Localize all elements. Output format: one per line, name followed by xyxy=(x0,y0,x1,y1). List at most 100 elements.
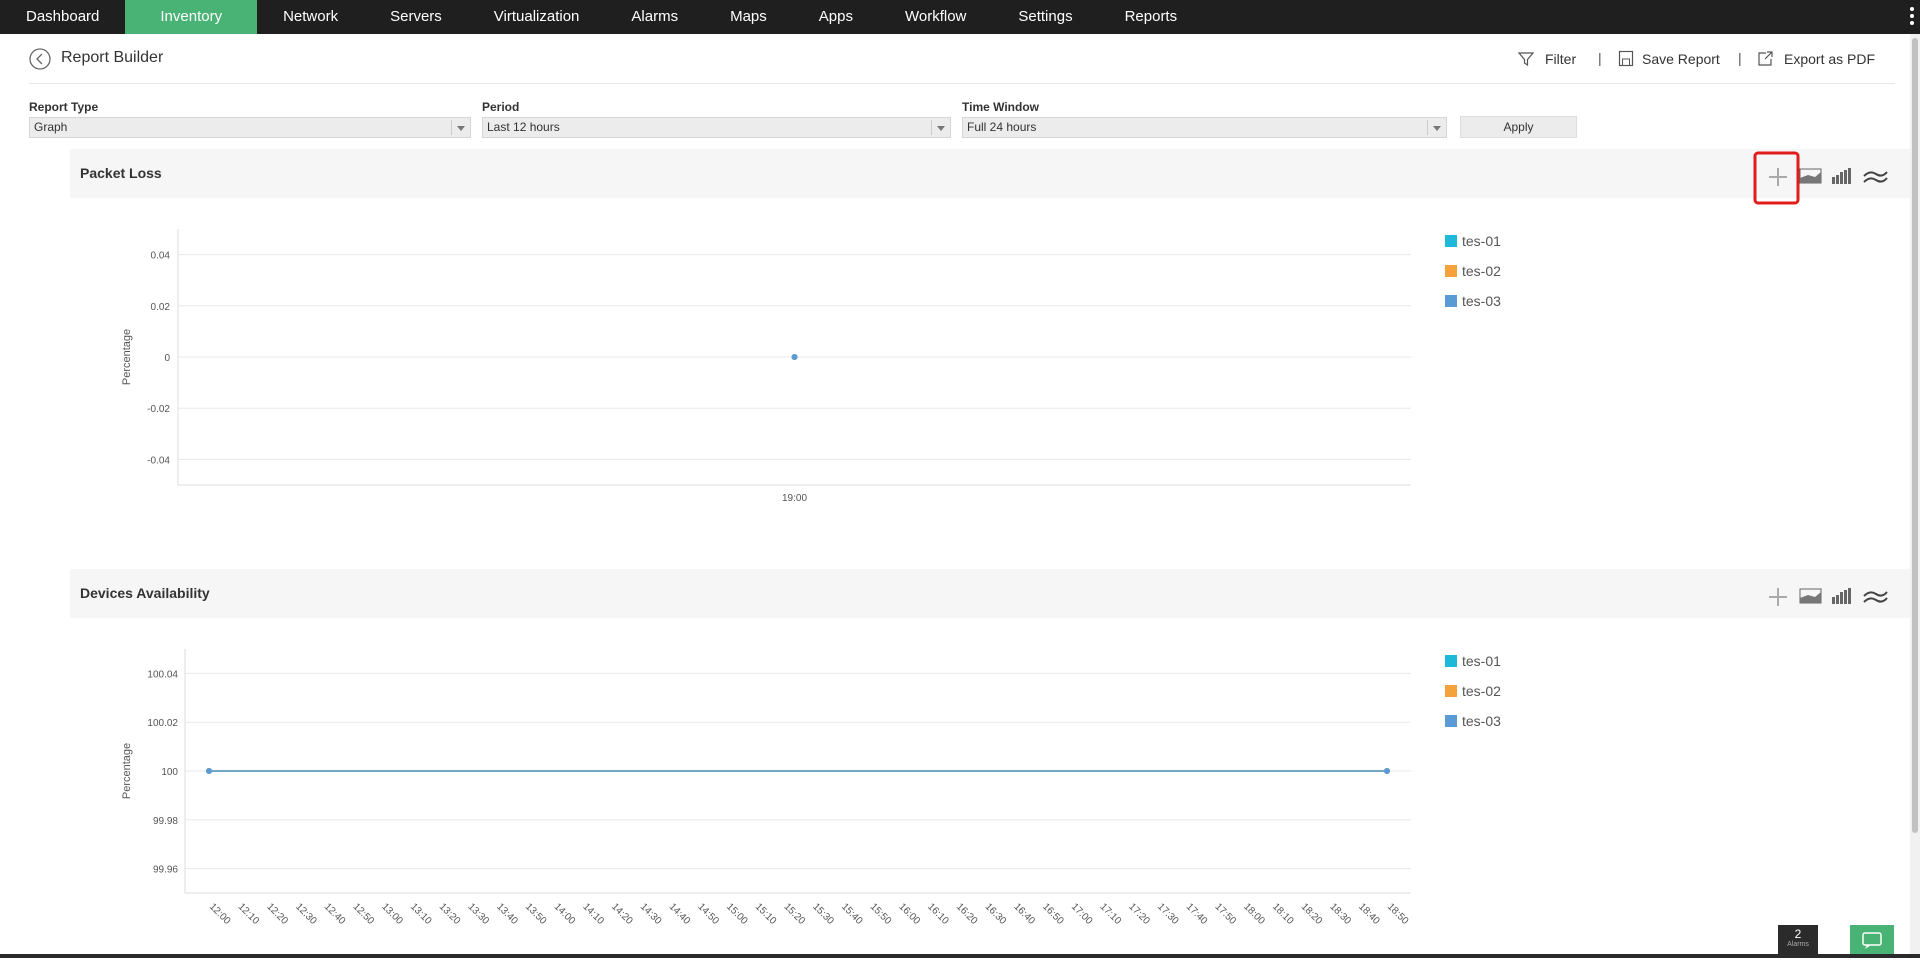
export-pdf-button[interactable]: Export as PDF xyxy=(1784,51,1876,67)
legend-swatch xyxy=(1445,295,1457,307)
chat-button[interactable] xyxy=(1850,925,1894,955)
x-tick-label: 13:20 xyxy=(437,901,463,927)
x-tick-label: 19:00 xyxy=(782,493,807,504)
y-tick-label: 0.02 xyxy=(151,302,171,313)
export-icon[interactable] xyxy=(1757,50,1774,67)
x-tick-label: 14:30 xyxy=(638,901,664,927)
x-tick-label: 17:40 xyxy=(1184,901,1210,927)
bar-chart-button[interactable] xyxy=(1832,168,1851,184)
line-chart-button[interactable] xyxy=(1863,591,1888,603)
filter-label: Report Type xyxy=(29,100,99,114)
x-tick-label: 17:20 xyxy=(1126,901,1152,927)
save-report-button[interactable]: Save Report xyxy=(1642,51,1720,67)
legend-swatch xyxy=(1445,655,1457,667)
chart-toolbar xyxy=(1769,588,1888,606)
legend-label: tes-03 xyxy=(1462,293,1501,309)
x-tick-label: 15:50 xyxy=(868,901,894,927)
y-axis-label: Percentage xyxy=(121,329,133,385)
nav-item[interactable]: Dashboard xyxy=(26,8,100,25)
add-button[interactable] xyxy=(1769,168,1787,186)
top-nav: Dashboard Inventory Network Servers Virt… xyxy=(0,0,1920,34)
nav-item[interactable]: Settings xyxy=(1018,8,1073,25)
x-tick-label: 15:30 xyxy=(810,901,836,927)
x-tick-label: 15:40 xyxy=(839,901,865,927)
data-point xyxy=(206,768,212,774)
legend-swatch xyxy=(1445,235,1457,247)
legend-label: tes-02 xyxy=(1462,683,1501,699)
y-tick-label: 100.04 xyxy=(147,669,178,680)
x-tick-label: 14:00 xyxy=(552,901,578,927)
x-tick-label: 17:10 xyxy=(1098,901,1124,927)
x-tick-label: 16:00 xyxy=(896,901,922,927)
chart: 99.96 99.98 100 100.02 100.04 Percentage 12:00… xyxy=(121,649,1501,927)
time-window-select[interactable]: Full 24 hours xyxy=(962,117,1447,138)
area-chart-button[interactable] xyxy=(1799,168,1822,184)
x-tick-label: 17:00 xyxy=(1069,901,1095,927)
x-tick-label: 12:20 xyxy=(264,901,290,927)
x-tick-label: 13:00 xyxy=(379,901,405,927)
scrollbar[interactable] xyxy=(1910,34,1920,954)
y-tick-label: -0.04 xyxy=(147,455,170,466)
page-title: Report Builder xyxy=(61,49,164,66)
apply-button[interactable]: Apply xyxy=(1460,116,1577,138)
nav-item[interactable]: Apps xyxy=(818,8,853,25)
x-tick-label: 18:20 xyxy=(1299,901,1325,927)
legend-label: tes-01 xyxy=(1462,233,1501,249)
y-tick-label: 0 xyxy=(164,353,170,364)
legend-swatch xyxy=(1445,265,1457,277)
x-tick-label: 16:50 xyxy=(1040,901,1066,927)
legend-label: tes-01 xyxy=(1462,653,1501,669)
x-tick-label: 14:20 xyxy=(609,901,635,927)
nav-item[interactable]: Inventory xyxy=(125,0,258,34)
x-tick-label: 16:10 xyxy=(925,901,951,927)
nav-item[interactable]: Virtualization xyxy=(493,8,580,25)
x-tick-label: 16:20 xyxy=(954,901,980,927)
x-tick-label: 14:50 xyxy=(695,901,721,927)
x-tick-label: 18:40 xyxy=(1356,901,1382,927)
report-type-select[interactable]: Graph xyxy=(29,117,471,138)
y-tick-label: 100 xyxy=(161,767,178,778)
x-tick-label: 18:10 xyxy=(1270,901,1296,927)
x-tick-label: 12:00 xyxy=(207,901,233,927)
y-tick-label: 99.96 xyxy=(153,865,178,876)
chart-title: Devices Availability xyxy=(80,585,210,601)
filter-label: Period xyxy=(482,100,520,114)
period-select[interactable]: Last 12 hours xyxy=(482,117,951,138)
chart-toolbar xyxy=(1753,151,1888,205)
chart: -0.04 -0.02 0 0.02 0.04 Percentage 19:00 tes-01… xyxy=(121,229,1501,504)
x-tick-label: 13:50 xyxy=(523,901,549,927)
area-chart-button[interactable] xyxy=(1799,588,1822,604)
separator: | xyxy=(1738,50,1742,66)
legend-label: tes-03 xyxy=(1462,713,1501,729)
nav-item[interactable]: Maps xyxy=(730,8,767,25)
filter-button[interactable]: Filter xyxy=(1545,51,1577,67)
save-icon[interactable] xyxy=(1618,50,1634,67)
nav-item[interactable]: Reports xyxy=(1124,8,1178,25)
x-tick-label: 15:10 xyxy=(753,901,779,927)
y-tick-label: -0.02 xyxy=(147,404,170,415)
data-point xyxy=(1384,768,1390,774)
nav-item[interactable]: Network xyxy=(283,8,339,25)
back-button[interactable] xyxy=(29,48,51,70)
alarm-count: 2 xyxy=(1794,927,1802,941)
add-button[interactable] xyxy=(1769,588,1787,606)
line-chart-button[interactable] xyxy=(1863,171,1888,183)
x-tick-label: 17:50 xyxy=(1212,901,1238,927)
legend-swatch xyxy=(1445,685,1457,697)
nav-item[interactable]: Servers xyxy=(390,8,442,25)
data-point xyxy=(791,354,798,360)
alarm-label: Alarms xyxy=(1787,941,1809,948)
alarms-badge[interactable]: 2 Alarms xyxy=(1778,925,1818,955)
x-tick-label: 17:30 xyxy=(1155,901,1181,927)
x-tick-label: 16:40 xyxy=(1011,901,1037,927)
menu-button[interactable] xyxy=(1910,7,1914,28)
nav-item[interactable]: Alarms xyxy=(631,8,679,25)
divider xyxy=(29,83,1895,84)
bar-chart-button[interactable] xyxy=(1832,588,1851,604)
legend-label: tes-02 xyxy=(1462,263,1501,279)
nav-item[interactable]: Workflow xyxy=(904,8,967,25)
filter-icon[interactable] xyxy=(1518,51,1534,67)
x-tick-label: 15:20 xyxy=(782,901,808,927)
